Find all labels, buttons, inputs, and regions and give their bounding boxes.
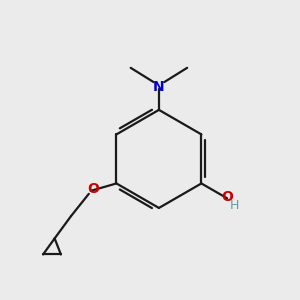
Text: H: H	[230, 199, 239, 212]
Text: N: N	[153, 80, 165, 94]
Text: O: O	[221, 190, 233, 204]
Text: O: O	[87, 182, 99, 197]
